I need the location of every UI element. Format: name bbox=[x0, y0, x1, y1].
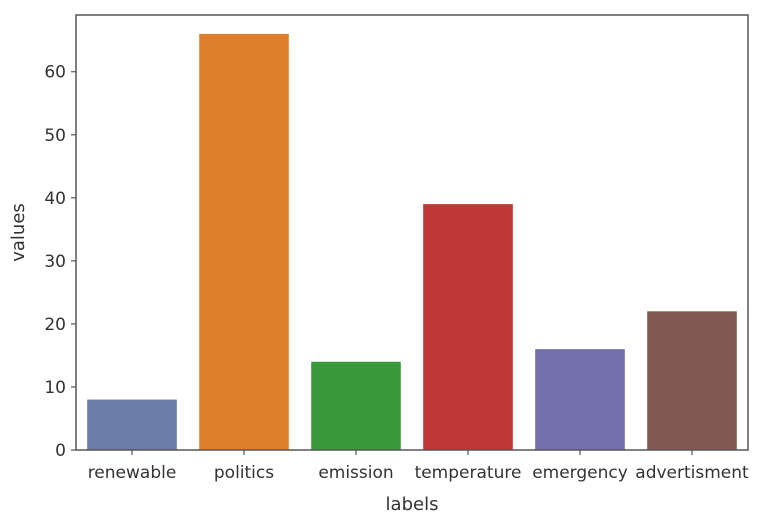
x-axis-title: labels bbox=[386, 494, 439, 515]
y-tick-label: 10 bbox=[44, 378, 66, 398]
y-tick-label: 30 bbox=[44, 252, 66, 272]
x-tick-label: renewable bbox=[88, 463, 177, 483]
x-axis: renewable politics emission temperature emer… bbox=[88, 450, 749, 483]
x-tick-label: advertisment bbox=[635, 463, 749, 483]
y-tick-label: 60 bbox=[44, 63, 66, 83]
y-tick-label: 40 bbox=[44, 189, 66, 209]
x-tick-label: politics bbox=[214, 463, 274, 483]
bar-renewable bbox=[87, 399, 177, 450]
bar-emission bbox=[311, 361, 401, 450]
bar-advertisment bbox=[647, 311, 737, 450]
y-tick-label: 20 bbox=[44, 315, 66, 335]
bar-politics bbox=[199, 33, 289, 450]
y-axis-title: values bbox=[8, 203, 29, 262]
bar-emergency bbox=[535, 349, 625, 450]
y-tick-label: 0 bbox=[55, 441, 66, 461]
y-tick-label: 50 bbox=[44, 126, 66, 146]
x-tick-label: temperature bbox=[415, 463, 522, 483]
bars-layer bbox=[87, 33, 737, 450]
plot-frame bbox=[75, 14, 749, 451]
x-tick-label: emergency bbox=[532, 463, 628, 483]
bar-temperature bbox=[423, 204, 513, 450]
x-tick-label: emission bbox=[318, 463, 393, 483]
y-axis: 0 10 20 30 40 50 60 bbox=[44, 63, 76, 461]
